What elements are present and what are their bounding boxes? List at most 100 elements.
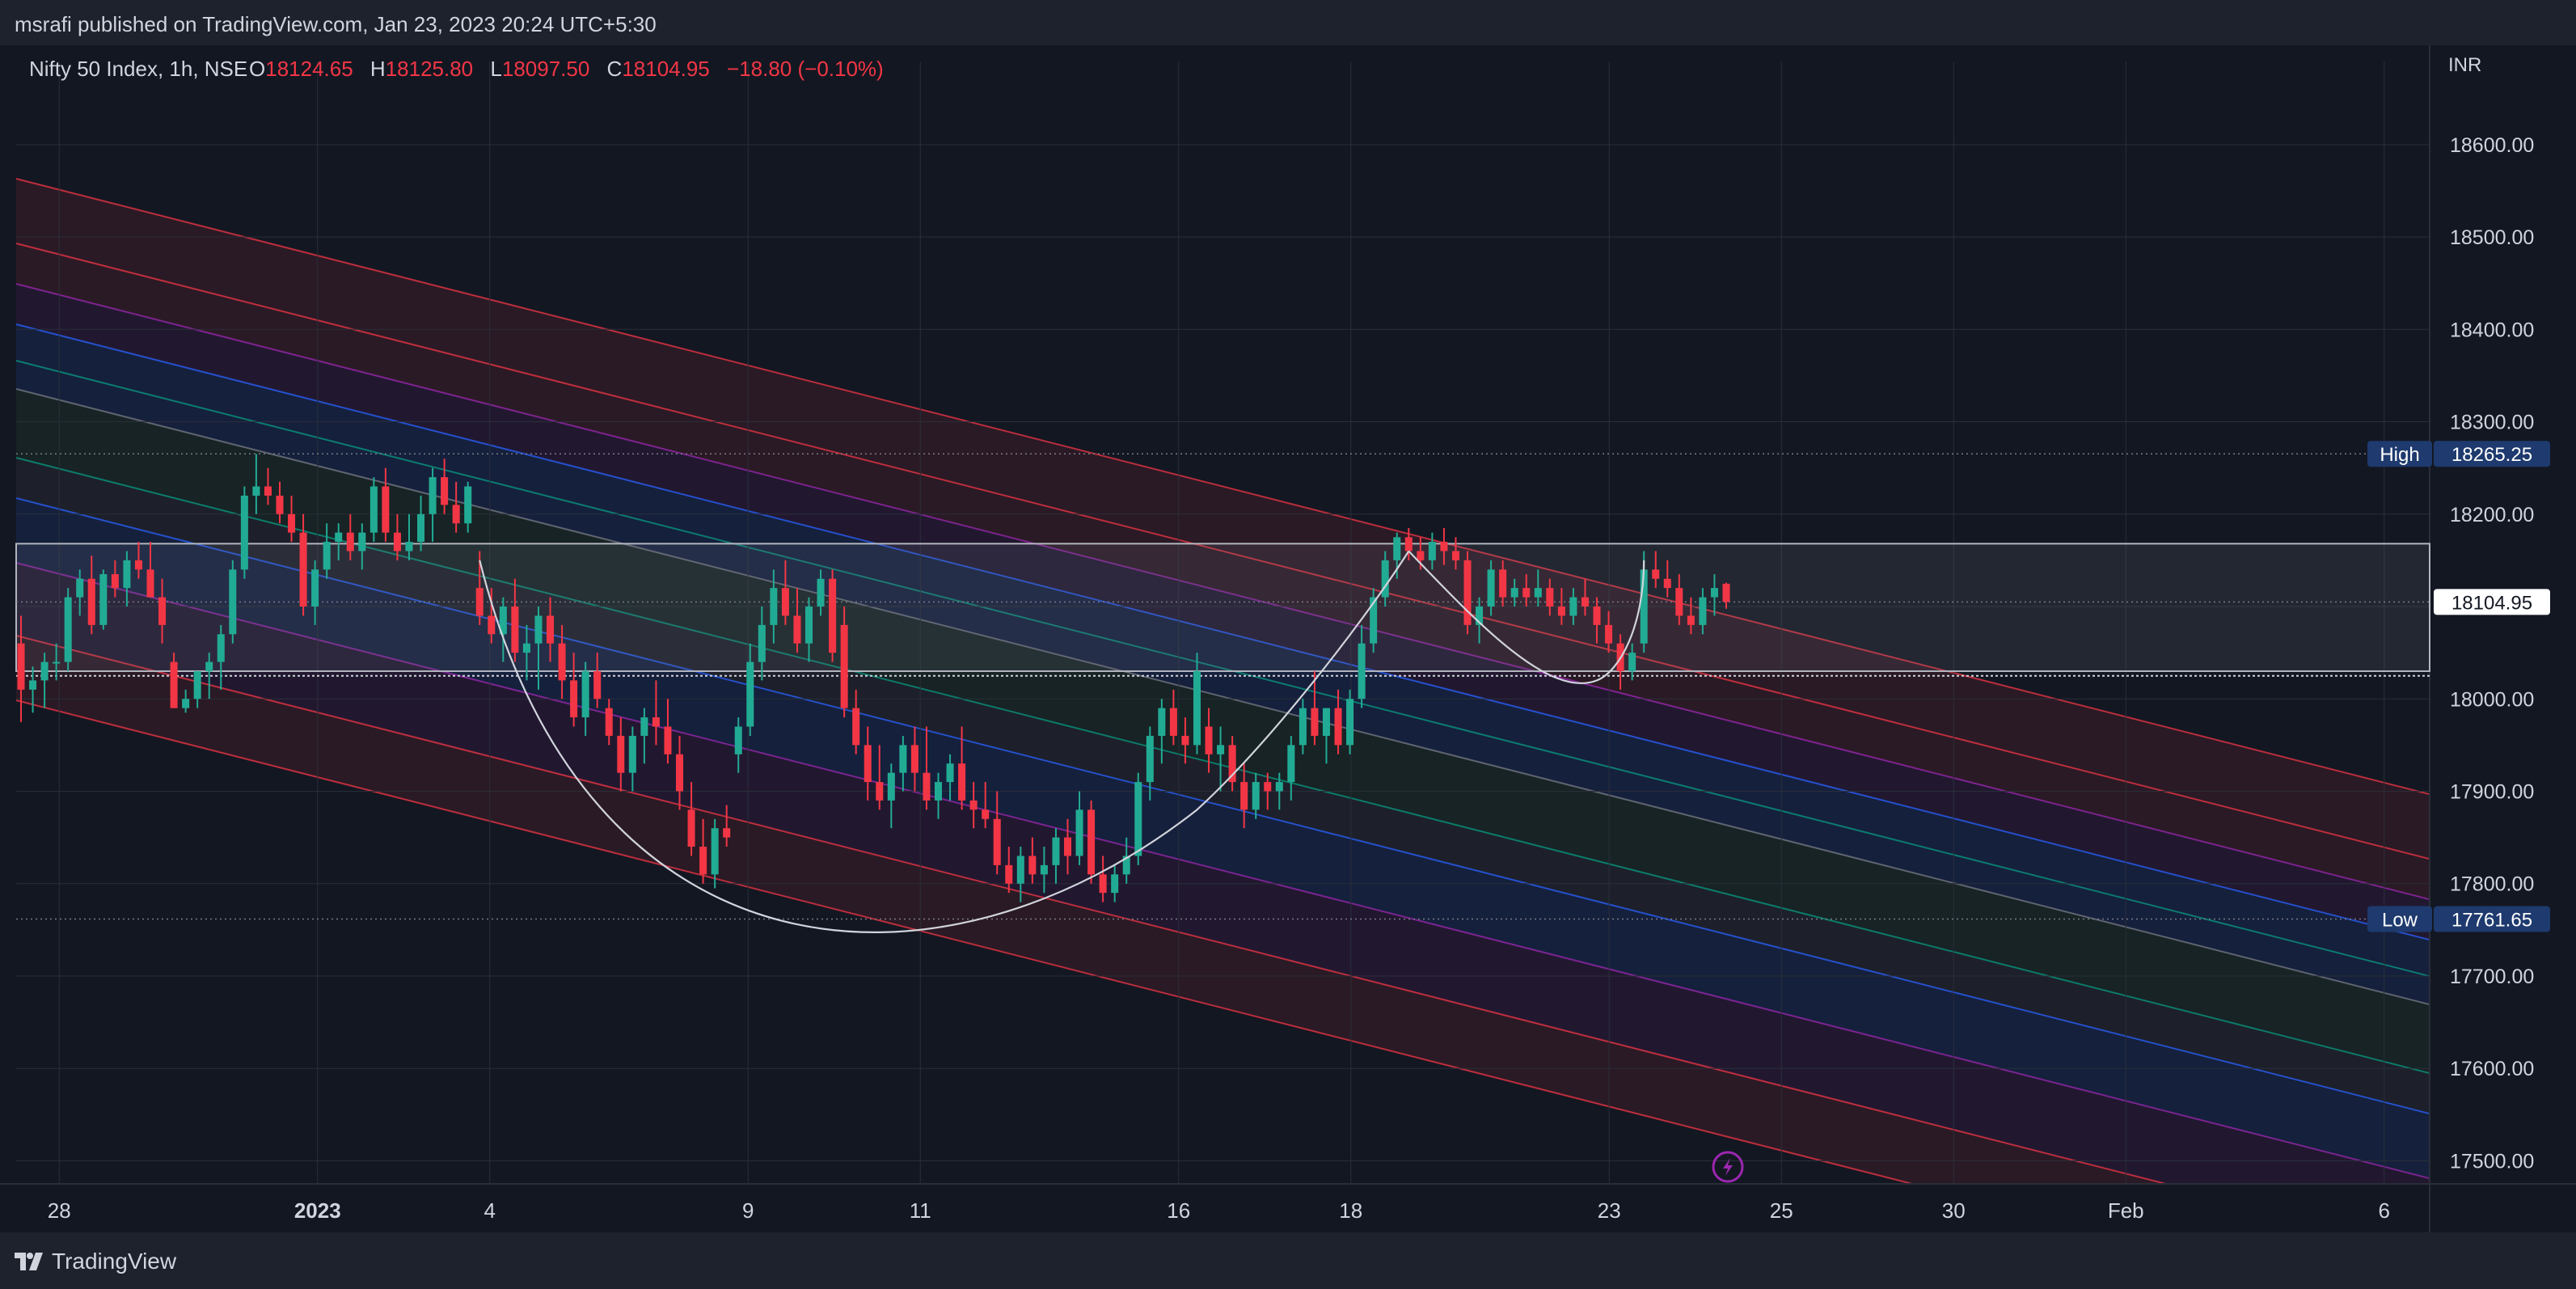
- candle[interactable]: [605, 699, 613, 746]
- candle[interactable]: [852, 689, 860, 754]
- candle[interactable]: [1557, 588, 1565, 625]
- candle[interactable]: [40, 653, 49, 708]
- candle[interactable]: [1322, 708, 1330, 764]
- candle[interactable]: [1181, 717, 1189, 764]
- candle[interactable]: [1687, 597, 1695, 635]
- candle[interactable]: [1675, 574, 1683, 625]
- candle[interactable]: [840, 606, 848, 718]
- candle[interactable]: [76, 569, 84, 616]
- candle[interactable]: [182, 689, 190, 713]
- candle[interactable]: [581, 661, 589, 736]
- candle[interactable]: [335, 523, 343, 560]
- candle[interactable]: [276, 481, 284, 524]
- candle[interactable]: [1663, 560, 1671, 598]
- candle[interactable]: [1264, 772, 1272, 810]
- candle[interactable]: [1440, 527, 1448, 565]
- candle[interactable]: [946, 754, 954, 801]
- candle[interactable]: [1346, 689, 1354, 754]
- candle[interactable]: [1240, 763, 1248, 829]
- candle[interactable]: [1605, 611, 1613, 653]
- candle[interactable]: [804, 597, 813, 662]
- candle[interactable]: [1546, 578, 1554, 616]
- candle[interactable]: [252, 454, 260, 514]
- candle[interactable]: [1028, 837, 1037, 884]
- candle[interactable]: [111, 560, 119, 598]
- candle[interactable]: [29, 666, 37, 713]
- candle[interactable]: [1299, 699, 1307, 754]
- candle[interactable]: [982, 782, 990, 829]
- candle[interactable]: [1158, 699, 1166, 764]
- candle[interactable]: [1370, 588, 1378, 653]
- candle[interactable]: [1099, 856, 1107, 902]
- candle[interactable]: [358, 523, 366, 570]
- candle[interactable]: [1534, 569, 1542, 607]
- candle[interactable]: [617, 717, 625, 792]
- candle[interactable]: [817, 569, 825, 616]
- candle[interactable]: [723, 805, 731, 847]
- candle[interactable]: [1358, 624, 1366, 708]
- candle[interactable]: [1122, 837, 1130, 884]
- candle[interactable]: [652, 680, 660, 746]
- candle[interactable]: [1334, 689, 1342, 754]
- candle[interactable]: [134, 542, 142, 579]
- candle[interactable]: [370, 477, 378, 543]
- candle[interactable]: [1311, 670, 1319, 746]
- candle[interactable]: [1005, 847, 1013, 894]
- candle[interactable]: [1393, 532, 1401, 579]
- candle[interactable]: [1628, 643, 1636, 681]
- candle[interactable]: [1569, 588, 1577, 625]
- candle[interactable]: [17, 615, 25, 722]
- candle[interactable]: [1193, 653, 1201, 754]
- candle[interactable]: [793, 588, 801, 653]
- candle[interactable]: [299, 513, 307, 616]
- candle[interactable]: [829, 569, 837, 662]
- candle[interactable]: [1287, 735, 1295, 801]
- candle[interactable]: [558, 624, 566, 699]
- candle[interactable]: [229, 560, 237, 644]
- candle[interactable]: [887, 763, 895, 829]
- candle[interactable]: [876, 745, 884, 810]
- candle[interactable]: [1487, 560, 1495, 616]
- candle[interactable]: [99, 569, 108, 630]
- candle[interactable]: [699, 818, 707, 884]
- candle[interactable]: [441, 459, 449, 514]
- candle[interactable]: [146, 542, 154, 598]
- candle[interactable]: [522, 624, 530, 681]
- candle[interactable]: [864, 726, 872, 801]
- candle[interactable]: [1463, 551, 1472, 635]
- candle[interactable]: [640, 708, 648, 764]
- candle[interactable]: [593, 653, 602, 708]
- candle[interactable]: [899, 735, 907, 792]
- candle[interactable]: [1063, 818, 1071, 875]
- candle[interactable]: [382, 467, 390, 543]
- candle[interactable]: [488, 588, 496, 644]
- candle[interactable]: [1252, 772, 1260, 819]
- candle[interactable]: [217, 624, 225, 690]
- candles[interactable]: [17, 454, 1730, 902]
- candle[interactable]: [993, 791, 1001, 875]
- candle[interactable]: [417, 495, 425, 552]
- candle[interactable]: [1428, 532, 1436, 570]
- candle[interactable]: [1722, 582, 1730, 609]
- candle[interactable]: [64, 588, 72, 671]
- candle[interactable]: [205, 653, 213, 699]
- candle[interactable]: [687, 782, 695, 856]
- candle[interactable]: [910, 726, 918, 792]
- candle[interactable]: [264, 467, 272, 505]
- candle[interactable]: [676, 735, 684, 810]
- brand[interactable]: TradingView: [15, 1249, 176, 1274]
- candle[interactable]: [346, 513, 354, 560]
- candle[interactable]: [193, 670, 201, 708]
- candle[interactable]: [628, 726, 636, 792]
- candle[interactable]: [499, 597, 507, 662]
- candle[interactable]: [429, 467, 437, 543]
- price-chart[interactable]: 17500.00 17600.00 17700.00 17800.00 17900.00…: [0, 45, 2576, 1289]
- candle[interactable]: [464, 481, 472, 533]
- candle[interactable]: [1710, 574, 1718, 616]
- candle[interactable]: [923, 726, 931, 810]
- lightning-icon[interactable]: [1712, 1151, 1744, 1183]
- candle[interactable]: [53, 643, 61, 681]
- candle[interactable]: [734, 717, 742, 773]
- candle[interactable]: [934, 772, 943, 819]
- candle[interactable]: [123, 551, 131, 607]
